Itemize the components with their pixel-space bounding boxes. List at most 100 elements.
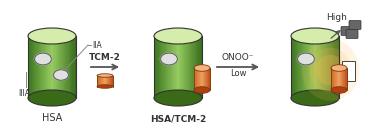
Bar [208,68,209,90]
Bar [170,36,171,98]
Bar [294,36,296,98]
Bar [321,36,323,98]
Bar [184,36,186,98]
Bar [112,75,113,87]
Bar [342,68,343,90]
Bar [311,36,313,98]
Bar [105,75,106,87]
Bar [205,68,206,90]
Bar [99,75,100,87]
Bar [100,75,101,87]
Bar [98,75,99,87]
Bar [111,75,112,87]
Ellipse shape [316,55,345,85]
Ellipse shape [28,90,76,106]
Bar [301,36,302,98]
Bar [189,36,191,98]
Bar [60,36,62,98]
Ellipse shape [97,74,113,77]
Bar [58,36,60,98]
Bar [318,36,319,98]
Bar [30,36,32,98]
Bar [100,75,101,87]
Bar [154,36,156,98]
Bar [179,36,181,98]
Bar [180,36,182,98]
Bar [158,36,159,98]
Bar [107,75,108,87]
Bar [339,68,340,90]
Bar [161,36,163,98]
Bar [62,36,63,98]
Bar [195,36,197,98]
Bar [339,68,340,90]
Bar [336,68,337,90]
Bar [340,68,341,90]
Bar [71,36,73,98]
Bar [52,36,54,98]
Bar [177,36,178,98]
Bar [305,36,307,98]
Bar [203,68,204,90]
Bar [207,68,208,90]
Bar [48,36,50,98]
Bar [346,68,347,90]
Bar [163,36,164,98]
Bar [192,36,194,98]
Bar [322,36,324,98]
Ellipse shape [297,52,316,66]
Bar [201,36,203,98]
Bar [336,68,337,90]
Bar [324,36,325,98]
Bar [204,68,205,90]
Bar [199,68,200,90]
Ellipse shape [154,28,202,44]
Bar [195,68,196,90]
Bar [334,68,335,90]
Bar [174,36,176,98]
Bar [209,68,210,90]
Bar [102,75,104,87]
Bar [209,68,211,90]
Bar [110,75,111,87]
Bar [314,36,316,98]
Ellipse shape [54,70,68,80]
Bar [313,36,314,98]
Bar [346,68,347,90]
Ellipse shape [161,53,177,65]
Bar [298,36,300,98]
Bar [302,36,304,98]
Bar [291,36,293,98]
Ellipse shape [309,48,352,92]
Bar [46,36,48,98]
Bar [33,36,34,98]
Ellipse shape [291,90,339,106]
Bar [335,68,336,90]
Bar [195,68,196,90]
Bar [299,36,301,98]
Bar [200,68,201,90]
Bar [345,68,346,90]
Bar [343,68,344,90]
Bar [160,36,162,98]
Bar [203,68,204,90]
Bar [67,36,68,98]
Ellipse shape [35,53,51,65]
Text: HSA: HSA [42,113,62,123]
Bar [102,75,103,87]
Bar [37,36,39,98]
Bar [173,36,175,98]
Ellipse shape [194,65,210,71]
Bar [327,36,329,98]
Bar [332,68,333,90]
Ellipse shape [301,39,359,101]
Bar [194,68,195,90]
Bar [39,36,40,98]
Bar [334,68,335,90]
Bar [43,36,45,98]
Bar [36,36,38,98]
Text: IIIA: IIIA [18,89,30,98]
Bar [101,75,102,87]
Bar [97,75,98,87]
Bar [64,36,66,98]
